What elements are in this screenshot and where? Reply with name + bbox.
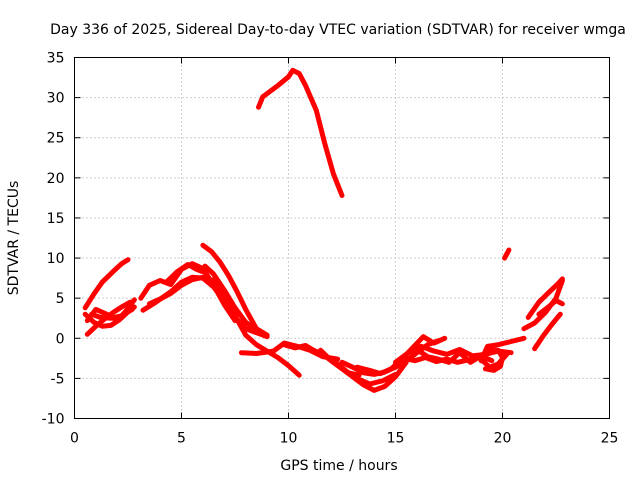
y-axis-label: SDTVAR / TECUs	[6, 181, 22, 296]
data-trace-t26	[536, 298, 565, 317]
x-axis-label: GPS time / hours	[280, 458, 397, 474]
data-trace-t21	[478, 335, 527, 373]
y-tick-layer: -10 -5 0 5 10 15 20 25 30 35	[42, 51, 610, 428]
y-tick-label: -5	[51, 371, 65, 387]
x-tick-label: 5	[177, 431, 186, 447]
data-trace-t20	[414, 347, 495, 365]
x-tick-label: 25	[601, 431, 619, 447]
data-trace-t8	[146, 274, 302, 378]
y-tick-label: 15	[47, 211, 65, 227]
data-trace-t27	[256, 67, 345, 198]
y-tick-label: 35	[47, 51, 65, 67]
data-trace-t19	[401, 351, 510, 370]
data-trace-t7	[140, 274, 270, 340]
y-tick-label: 25	[47, 131, 65, 147]
y-tick-label: 20	[47, 171, 65, 187]
data-trace-t22	[502, 247, 512, 261]
x-tick-label: 10	[280, 431, 298, 447]
y-tick-label: -10	[42, 412, 65, 428]
x-tick-label: 15	[387, 431, 405, 447]
data-trace-t9	[164, 262, 208, 285]
y-tick-label: 10	[47, 251, 65, 267]
data-trace-t11	[202, 263, 259, 333]
data-trace-t10	[200, 242, 270, 338]
data-trace-t5	[89, 306, 135, 321]
data-trace-t24	[525, 276, 565, 320]
data-trace-t1	[82, 257, 131, 311]
series-layer	[82, 67, 565, 393]
y-tick-label: 5	[56, 291, 65, 307]
y-tick-label: 0	[56, 331, 65, 347]
data-trace-t23	[521, 278, 565, 332]
x-tick-layer: 0 5 10 15 20 25	[70, 57, 619, 447]
plot-frame	[74, 57, 610, 419]
data-trace-t25	[532, 311, 563, 352]
data-trace-t15	[318, 347, 409, 393]
x-tick-label: 0	[70, 431, 79, 447]
y-tick-label: 30	[47, 91, 65, 107]
chart-title: Day 336 of 2025, Sidereal Day-to-day VTE…	[50, 22, 626, 38]
x-tick-label: 20	[494, 431, 512, 447]
